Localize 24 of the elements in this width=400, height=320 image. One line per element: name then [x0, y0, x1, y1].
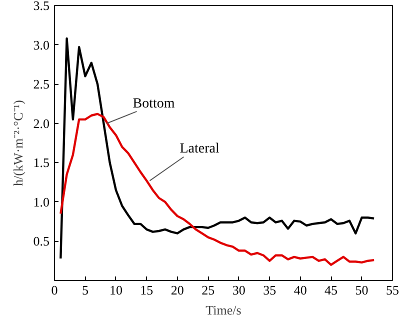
x-tick-label: 25 [202, 282, 215, 298]
y-axis-title: h/(kW·m⁻²·°C⁻¹) [10, 100, 26, 186]
y-tick-label: 2.0 [33, 116, 50, 131]
x-axis-title: Time/s [206, 302, 242, 318]
x-tick-label: 20 [170, 282, 184, 298]
x-tick-label: 55 [386, 282, 399, 298]
y-tick-label: 0.5 [33, 234, 50, 249]
x-tick-label: 50 [355, 282, 368, 298]
x-tick-label: 0 [51, 282, 58, 298]
y-tick-label: 2.5 [33, 76, 50, 92]
line-series [60, 112, 376, 266]
x-tick-label: 40 [294, 282, 307, 298]
text: Lateral [180, 142, 220, 157]
y-tick-label: 1.5 [33, 155, 50, 170]
x-tick-label: 35 [263, 282, 276, 298]
x-tick-label: 15 [140, 282, 154, 298]
text: Bottom [132, 96, 175, 112]
x-tick-label: 10 [109, 282, 122, 298]
y-tick-label: 3.0 [33, 37, 50, 52]
x-tick-label: 45 [324, 282, 338, 298]
y-tick-label: 1.0 [33, 194, 50, 210]
x-tick-label: 30 [232, 282, 246, 298]
x-tick-label: 5 [82, 282, 88, 298]
y-tick-label: 3.5 [33, 0, 50, 13]
